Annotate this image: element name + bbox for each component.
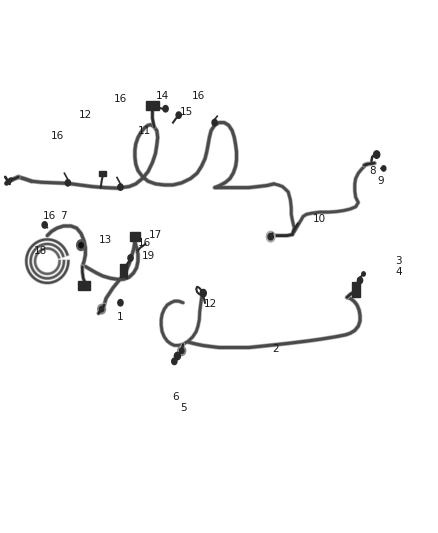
Circle shape [128,255,133,261]
Circle shape [176,112,181,118]
Text: 6: 6 [172,392,179,402]
Circle shape [268,233,273,240]
Bar [146,101,159,110]
Text: 16: 16 [43,211,56,221]
Circle shape [118,300,123,306]
Bar [130,232,140,241]
Bar [78,281,90,290]
Circle shape [174,352,180,360]
Text: 16: 16 [114,94,127,103]
Circle shape [200,289,206,297]
Text: 2: 2 [272,344,279,354]
Text: 15: 15 [180,107,193,117]
Circle shape [212,119,217,126]
Circle shape [266,231,275,242]
Circle shape [362,272,365,276]
Text: 1: 1 [117,312,124,322]
Text: 17: 17 [149,230,162,239]
Circle shape [42,222,47,228]
Circle shape [118,184,123,190]
Circle shape [163,106,168,112]
Text: 16: 16 [191,91,205,101]
Text: 7: 7 [60,211,67,221]
Text: 18: 18 [34,246,47,255]
Text: 8: 8 [369,166,376,175]
Text: 5: 5 [180,403,187,413]
Circle shape [172,358,177,365]
Text: 4: 4 [395,267,402,277]
Text: 14: 14 [155,91,169,101]
Text: 13: 13 [99,235,112,245]
Circle shape [99,306,104,312]
Circle shape [178,346,186,356]
Text: 12: 12 [79,110,92,119]
Text: 16: 16 [138,238,151,247]
Circle shape [357,277,363,284]
Circle shape [374,151,380,158]
Text: 3: 3 [395,256,402,266]
Text: 16: 16 [50,131,64,141]
Text: 10: 10 [313,214,326,223]
Text: 12: 12 [204,299,217,309]
Circle shape [381,166,386,171]
Text: 11: 11 [138,126,151,135]
Bar [120,264,127,277]
Circle shape [65,180,71,186]
Bar [99,171,106,176]
Text: 9: 9 [378,176,385,186]
Circle shape [98,304,106,314]
Bar [352,282,360,297]
Circle shape [180,348,184,353]
Text: 19: 19 [142,251,155,261]
Circle shape [77,240,85,251]
Circle shape [79,243,83,248]
